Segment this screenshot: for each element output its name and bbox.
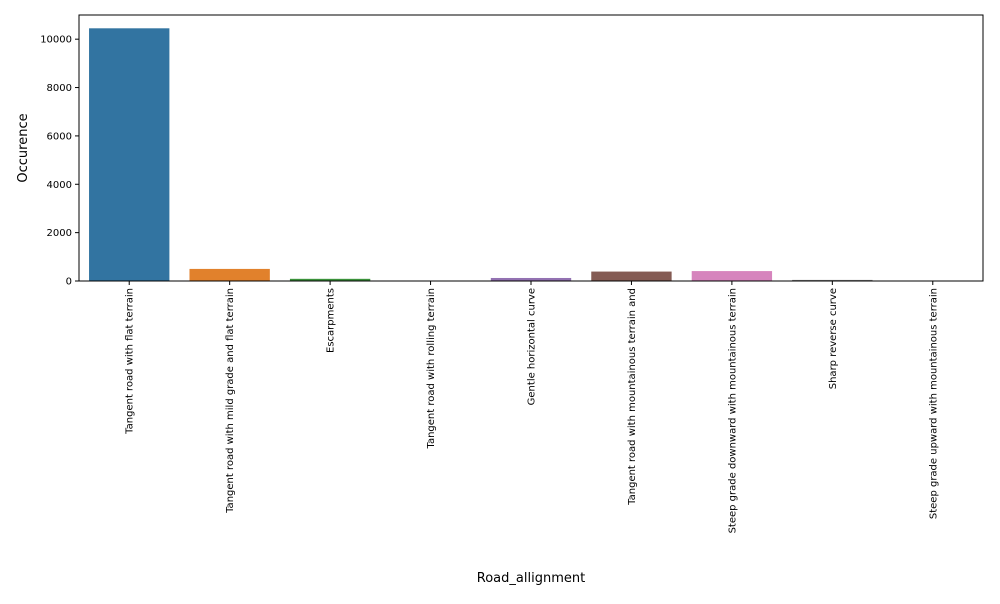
y-tick-label: 0: [66, 277, 72, 288]
x-tick-label: Tangent road with mild grade and flat te…: [225, 288, 236, 514]
plot-frame: [79, 15, 983, 281]
y-tick-label: 8000: [47, 83, 72, 94]
y-axis-label: Occurence: [16, 113, 31, 182]
x-tick-label: Tangent road with mountainous terrain an…: [627, 288, 638, 506]
x-axis-label: Road_allignment: [477, 571, 585, 586]
bars-group: [89, 28, 973, 281]
y-axis: 0 2000 4000 6000 8000 10000: [40, 35, 79, 288]
x-tick-label: Steep grade downward with mountainous te…: [727, 288, 738, 533]
y-tick-label: 2000: [47, 228, 72, 239]
y-tick-label: 10000: [40, 35, 72, 46]
y-tick-label: 4000: [47, 180, 72, 191]
bar-1: [89, 28, 169, 281]
x-tick-label: Gentle horizontal curve: [527, 288, 538, 405]
bar-2: [189, 269, 269, 281]
x-tick-label: Steep grade upward with mountainous terr…: [928, 288, 939, 519]
y-tick-label: 6000: [47, 131, 72, 142]
x-axis: Tangent road with flat terrain Tangent ro…: [125, 281, 940, 533]
x-tick-label: Escarpments: [326, 288, 337, 353]
x-tick-label: Tangent road with flat terrain: [125, 288, 136, 435]
bar-6: [591, 272, 671, 281]
x-tick-label: Sharp reverse curve: [828, 288, 839, 389]
bar-7: [692, 271, 772, 281]
x-tick-label: Tangent road with rolling terrain: [426, 288, 437, 450]
